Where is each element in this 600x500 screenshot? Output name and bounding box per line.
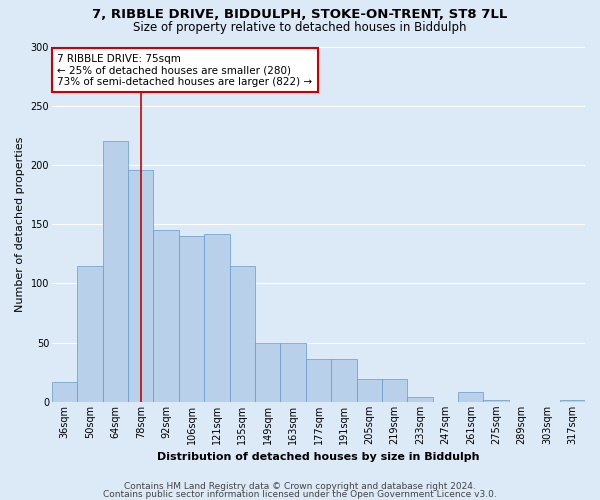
Bar [179, 236, 204, 402]
Bar [230, 266, 255, 402]
Bar [560, 400, 585, 402]
Bar [458, 392, 484, 402]
Bar [331, 359, 356, 402]
Text: 7 RIBBLE DRIVE: 75sqm
← 25% of detached houses are smaller (280)
73% of semi-det: 7 RIBBLE DRIVE: 75sqm ← 25% of detached … [57, 54, 313, 87]
Bar [103, 142, 128, 402]
Text: Contains public sector information licensed under the Open Government Licence v3: Contains public sector information licen… [103, 490, 497, 499]
Text: 7, RIBBLE DRIVE, BIDDULPH, STOKE-ON-TRENT, ST8 7LL: 7, RIBBLE DRIVE, BIDDULPH, STOKE-ON-TREN… [92, 8, 508, 20]
Bar [306, 359, 331, 402]
Bar [128, 170, 154, 402]
Bar [407, 397, 433, 402]
Text: Contains HM Land Registry data © Crown copyright and database right 2024.: Contains HM Land Registry data © Crown c… [124, 482, 476, 491]
Text: Size of property relative to detached houses in Biddulph: Size of property relative to detached ho… [133, 21, 467, 34]
Bar [356, 380, 382, 402]
Bar [77, 266, 103, 402]
Bar [255, 342, 280, 402]
Bar [52, 382, 77, 402]
Bar [280, 342, 306, 402]
Bar [154, 230, 179, 402]
Y-axis label: Number of detached properties: Number of detached properties [15, 136, 25, 312]
X-axis label: Distribution of detached houses by size in Biddulph: Distribution of detached houses by size … [157, 452, 480, 462]
Bar [484, 400, 509, 402]
Bar [204, 234, 230, 402]
Bar [382, 380, 407, 402]
